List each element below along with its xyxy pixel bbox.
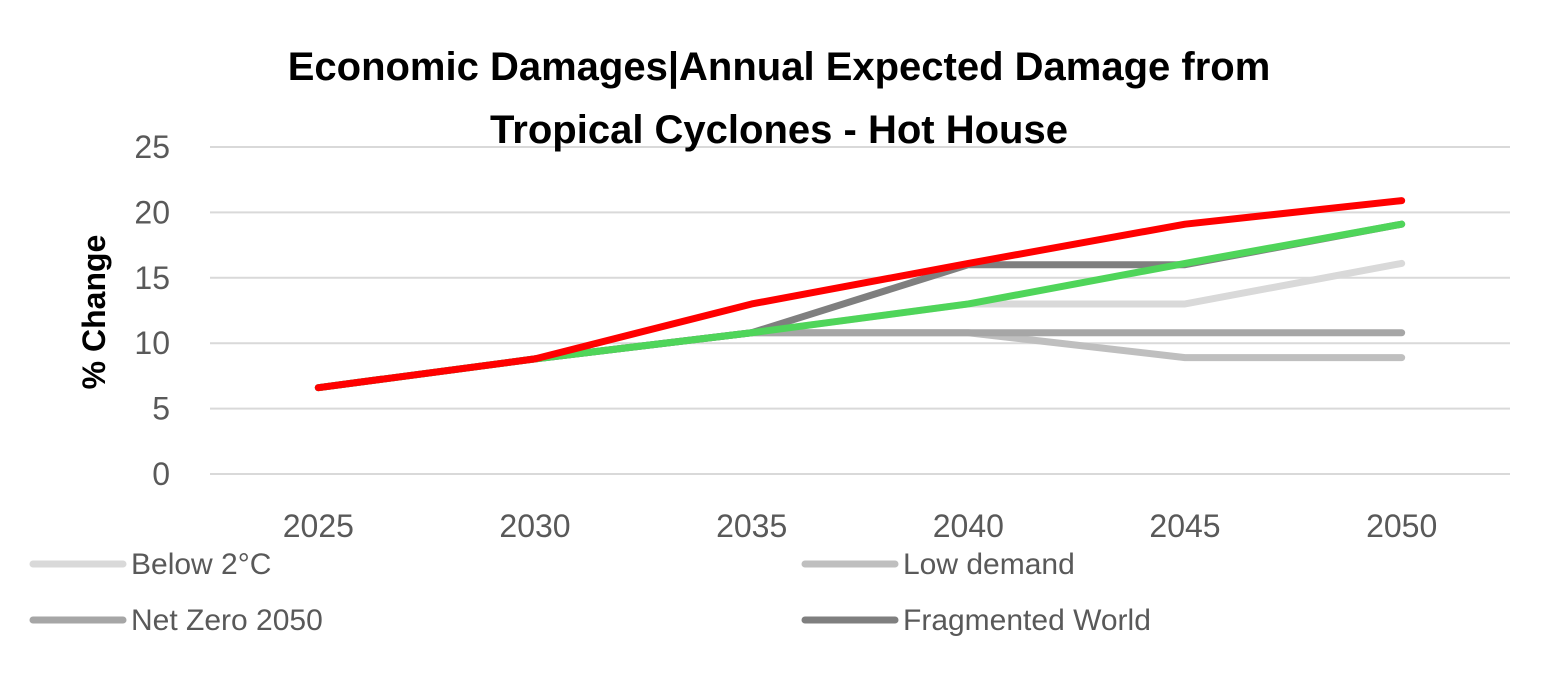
series-line-5 — [314, 197, 1406, 392]
chart-title: Economic Damages|Annual Expected Damage … — [288, 45, 1271, 152]
legend: Below 2°C Low demand Net Zero 2050 Fragment… — [29, 548, 1151, 637]
gridlines — [210, 146, 1510, 475]
y-tick-label: 20 — [134, 194, 170, 230]
chart-title-line-2: Tropical Cyclones - Hot House — [490, 108, 1068, 152]
legend-label: Net Zero 2050 — [131, 604, 323, 637]
series-lines — [314, 197, 1406, 392]
chart-title-line-1: Economic Damages|Annual Expected Damage … — [288, 45, 1271, 89]
series-line-1 — [314, 329, 1406, 392]
legend-label: Below 2°C — [131, 548, 271, 581]
legend-label: Fragmented World — [903, 604, 1151, 637]
y-tick-label: 15 — [134, 260, 170, 296]
y-tick-label: 10 — [134, 325, 170, 361]
x-tick-label: 2050 — [1366, 508, 1437, 544]
y-tick-label: 5 — [152, 391, 170, 427]
x-tick-label: 2030 — [499, 508, 570, 544]
x-tick-label: 2035 — [716, 508, 787, 544]
x-tick-label: 2045 — [1149, 508, 1220, 544]
y-tick-label: 25 — [134, 129, 170, 165]
legend-label: Low demand — [903, 548, 1075, 581]
x-tick-label: 2025 — [283, 508, 354, 544]
y-axis-label: % Change — [76, 235, 112, 390]
y-tick-label: 0 — [152, 456, 170, 492]
x-tick-label: 2040 — [933, 508, 1004, 544]
